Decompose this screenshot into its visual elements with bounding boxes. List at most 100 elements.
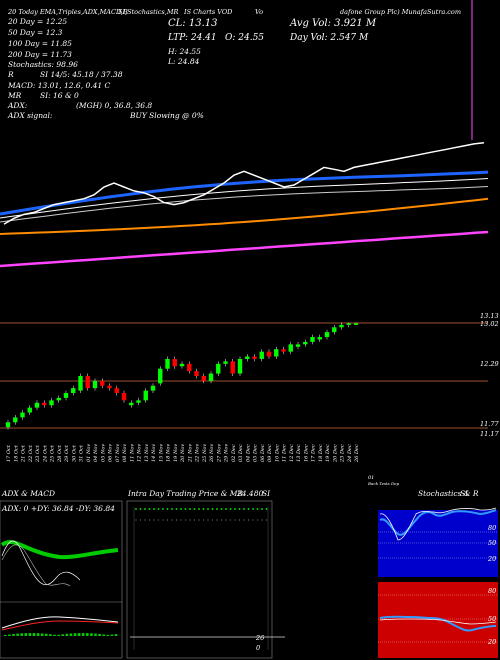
header-company: dafone Group Plc) MunafaSutra.com	[340, 8, 461, 16]
candle-body	[92, 380, 98, 389]
intraday-ref-dot	[158, 519, 159, 521]
intraday-ref-dot	[135, 519, 137, 521]
intraday-price-dot	[157, 508, 160, 510]
macd-hist-bar	[81, 633, 85, 636]
intraday-ref-dot	[189, 519, 191, 521]
intraday-dots	[135, 508, 268, 521]
candle-body	[78, 376, 83, 391]
date-label: 07 Nov	[115, 444, 121, 462]
macd-hist-bar	[53, 634, 56, 636]
date-label: 24 Oct	[42, 444, 48, 463]
intraday-panel: Intra Day Trading Price & MR 24.480 SI 2…	[126, 489, 285, 659]
ema200-line	[0, 230, 489, 268]
intraday-price-dot	[171, 508, 173, 510]
si-label: SI 14/5: 45.18 / 37.38	[40, 70, 123, 79]
stoch-label-50: 50	[488, 539, 496, 547]
intraday-ref-dot	[252, 519, 254, 521]
stoch-label-20: 20	[487, 555, 496, 563]
date-label: 20 Nov	[180, 444, 186, 463]
candle-body	[324, 332, 330, 338]
header-text: 20 Today EMA,Triples,ADX,MACD,B SI,Stoch…	[7, 8, 461, 120]
high-price: H: 24.55	[167, 47, 201, 56]
main-price-panel	[0, 0, 489, 268]
adx-values-line: ADX: 0 +DY: 36.84 -DY: 36.84	[1, 504, 115, 513]
adx-green-line	[0, 540, 119, 560]
intraday-ref-dot	[149, 519, 150, 521]
intraday-price-dot	[180, 508, 182, 510]
candle-body	[100, 380, 105, 386]
intraday-price-dot	[238, 508, 241, 510]
macd-signal-line	[1, 620, 119, 631]
candle-body	[114, 388, 119, 394]
macd-hist-bar	[49, 634, 52, 636]
price-label-5: 11.17	[480, 430, 499, 438]
header-line1-right: Vo	[255, 8, 263, 16]
date-label: 18 Oct	[13, 444, 19, 462]
candle-body	[317, 337, 322, 340]
candle-body	[179, 363, 185, 367]
intraday-ref-dot	[230, 519, 231, 521]
open-price: O: 24.55	[225, 33, 264, 43]
date-label: 10 Dec	[274, 444, 280, 462]
candle-body	[274, 349, 279, 357]
price-label-3: 12.29	[480, 360, 499, 368]
date-label: 26 Nov	[209, 444, 215, 463]
intraday-price-dot	[144, 508, 146, 510]
date-label: 02 Dec	[231, 444, 237, 462]
day-volume: Day Vol: 2.547 M	[289, 33, 369, 43]
candle-body	[13, 417, 18, 423]
candle-body	[303, 341, 308, 345]
candle-body	[332, 327, 337, 333]
intraday-price-dot	[175, 508, 178, 510]
candles-group	[5, 322, 359, 430]
intraday-price-dot	[198, 508, 200, 510]
ema-grey-line	[0, 186, 489, 223]
date-label: 12 Nov	[137, 444, 143, 462]
price-line	[3, 141, 485, 225]
date-label: 25 Oct	[50, 444, 56, 463]
date-label: 13 Nov	[144, 444, 150, 462]
intraday-ref-dot	[194, 519, 195, 521]
candle-body	[201, 376, 206, 381]
date-label: 23 Dec	[340, 444, 346, 463]
intraday-price-dot	[135, 508, 137, 510]
stoch-label-80: 80	[488, 524, 496, 532]
di-white-line	[1, 540, 81, 586]
stoch-rsi-panel: Stochastics & R SI 80 50 20 80 50 20	[378, 489, 498, 658]
price-label-4: 11.77	[480, 420, 499, 428]
si-values: SI: 16 & 0	[40, 91, 79, 100]
candle-body	[245, 356, 250, 359]
candle-body	[172, 358, 177, 367]
candle-body	[165, 358, 170, 369]
stoch-d-line	[379, 507, 497, 541]
date-label: 31 Oct	[79, 444, 85, 462]
intraday-price-dot	[220, 508, 223, 510]
date-label: 26 Dec	[354, 444, 360, 463]
intraday-title: Intra Day Trading Price & MR	[127, 489, 243, 498]
price-line-group	[3, 141, 485, 225]
intraday-price-dot	[216, 508, 218, 510]
header-line1-left: 20 Today EMA,Triples,ADX,MACD,B	[7, 8, 128, 16]
intraday-ref-dot	[198, 519, 200, 521]
intraday-ref-dot	[234, 519, 236, 521]
adx-signal-label: ADX signal:	[7, 111, 53, 120]
intraday-value: 24.480	[236, 489, 263, 498]
intraday-price-dot	[252, 508, 254, 510]
date-label: 12 Dec	[289, 444, 295, 462]
date-label: 18 Nov	[166, 444, 172, 462]
intraday-price-dot	[247, 508, 250, 510]
candle-body	[216, 363, 221, 374]
date-label: 04 Nov	[93, 444, 99, 462]
macd-hist-bar	[8, 634, 11, 636]
date-label: 05 Nov	[100, 444, 106, 462]
candle-body	[194, 371, 199, 376]
r-label: R	[7, 70, 14, 79]
candle-body	[208, 373, 214, 381]
intraday-price-dot	[265, 508, 268, 510]
date-label: 06 Nov	[108, 444, 114, 462]
macd-hist-bar	[57, 634, 60, 636]
date-label: 13 Dec	[296, 444, 302, 462]
date-footer-right: Back Tests Dep	[367, 481, 400, 486]
macd-hist-bar	[24, 633, 28, 636]
intraday-ref-dot	[266, 519, 267, 521]
